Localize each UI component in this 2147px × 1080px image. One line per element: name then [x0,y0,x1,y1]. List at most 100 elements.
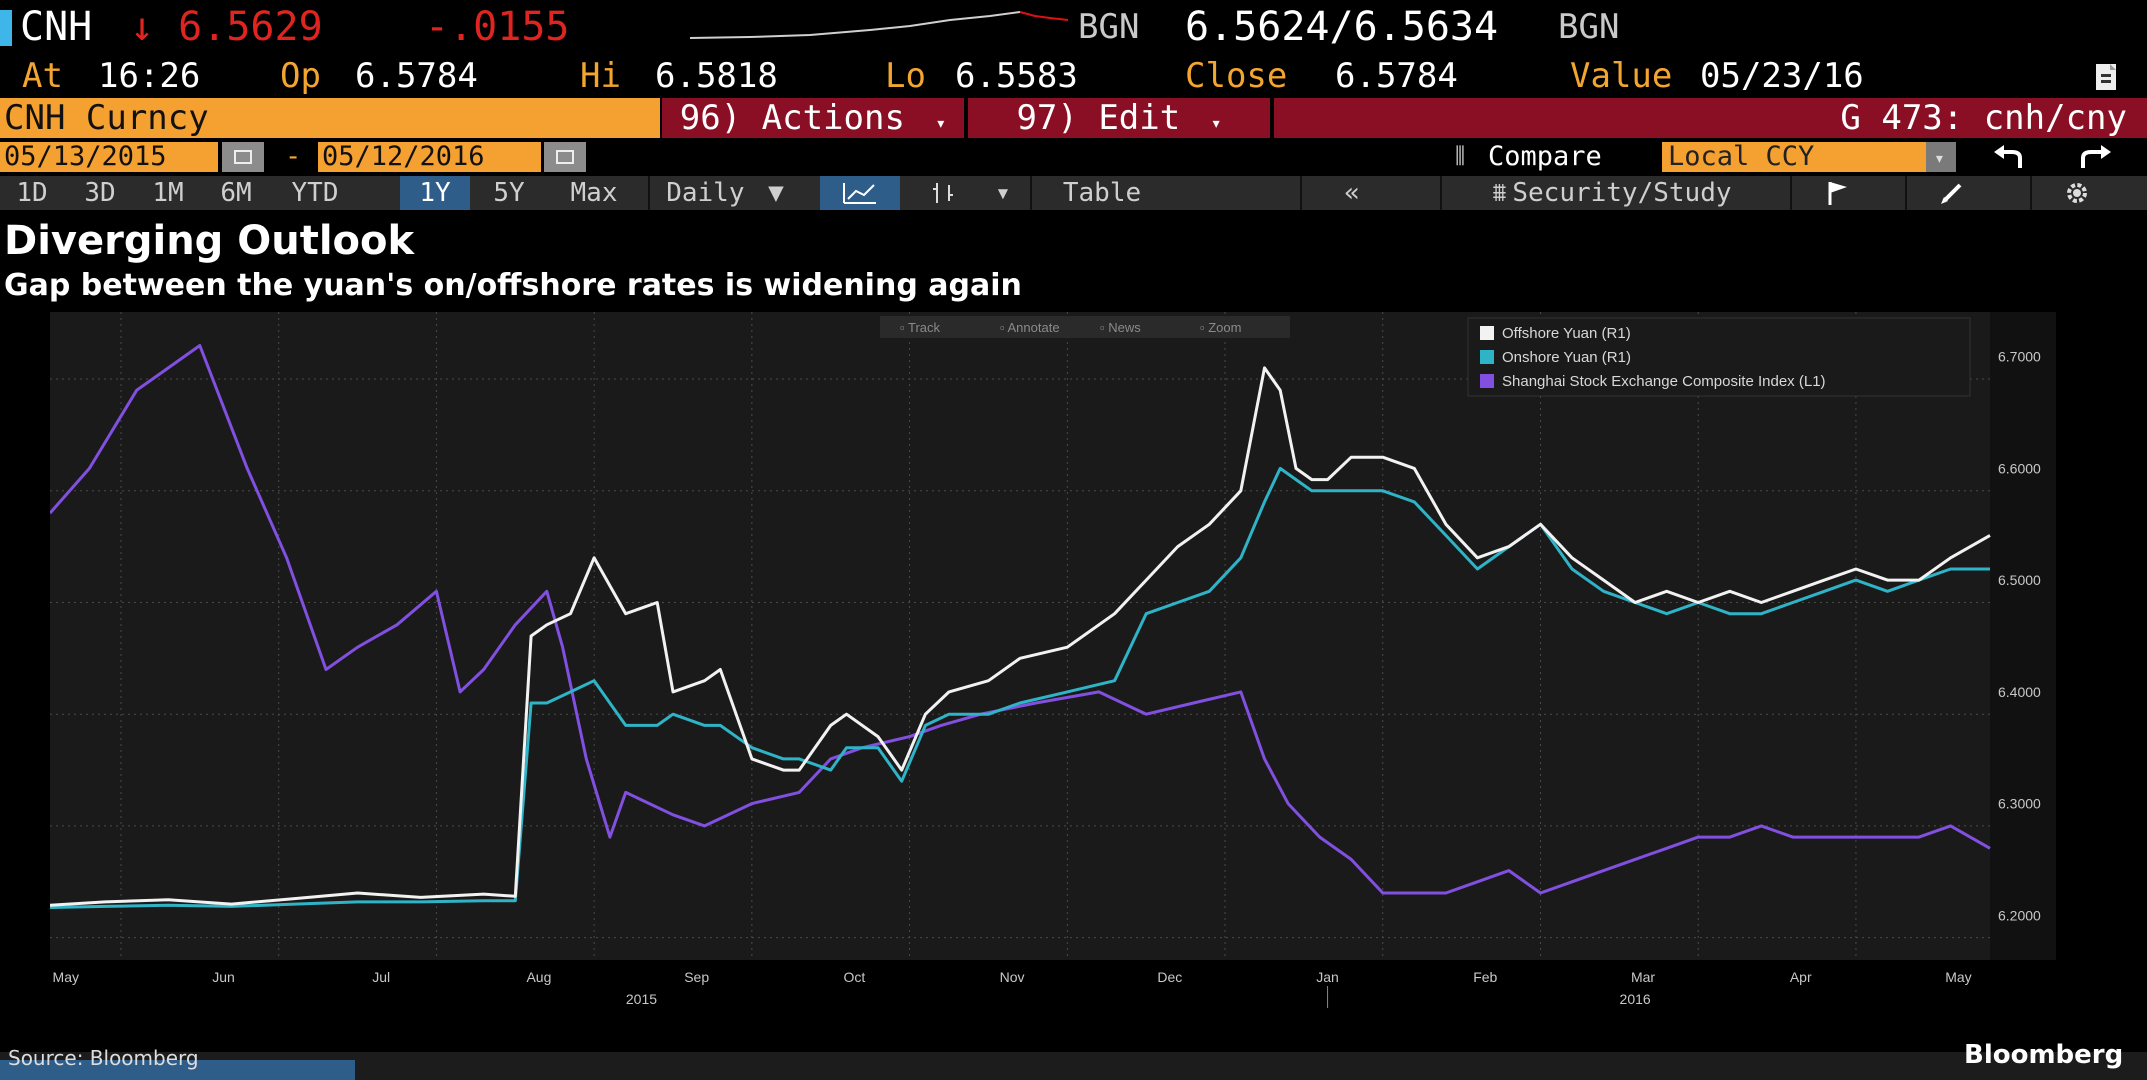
x-axis-tick-label: Nov [1000,969,1025,985]
period-max[interactable]: Max [570,178,618,208]
right-axis-tick-label: 6.4000 [1998,684,2041,700]
chart-title: Diverging Outlook [4,218,415,264]
plot-background [50,312,1990,960]
quote-line: CNH ↓ 6.5629 -.0155 BGN 6.5624/6.5634 BG… [0,0,2147,54]
range-dash: - [285,141,302,172]
x-axis-tick-label: Jul [372,969,390,985]
chart-tool-news[interactable]: ▫ News [1100,320,1141,335]
compare-select[interactable]: Local CCY [1662,142,1930,172]
chart-tools-bar: ▫ Track ▫ Annotate ▫ News ▫ Zoom [880,316,1290,338]
end-date: 05/12/2016 [322,141,485,172]
edit-label: 97) Edit [1016,98,1181,138]
security-field[interactable]: CNH Curncy [0,98,660,138]
start-date: 05/13/2015 [4,141,167,172]
frequency-label: Daily [666,178,745,208]
x-axis-tick-label: Sep [684,969,709,985]
period-6m[interactable]: 6M [220,178,252,208]
edit-menu[interactable]: 97) Edit ▾ [968,98,1270,138]
right-axis-background [1990,312,2056,960]
chart-tools-background [880,316,1290,338]
chart-tool-track[interactable]: ▫ Track [900,320,941,335]
chart-tool-annotate[interactable]: ▫ Annotate [1000,320,1060,335]
table-button[interactable]: Table [1030,176,1172,210]
brand-logo: Bloomberg [1964,1040,2124,1070]
annotation-pencil-icon[interactable] [1905,176,1997,210]
period-1m[interactable]: 1M [152,178,184,208]
period-1d[interactable]: 1D [16,178,48,208]
x-axis-tick-label: Aug [526,969,551,985]
x-axis-tick-label: Mar [1631,969,1655,985]
low-label: Lo [885,56,926,96]
compare-dropdown-icon[interactable]: ▾ [1926,142,1956,172]
x-axis-tick-label: Dec [1157,969,1182,985]
command-bar: CNH Curncy 96) Actions ▾ 97) Edit ▾ G 47… [0,98,2147,138]
collapse-button[interactable]: « [1300,176,1402,210]
right-axis-tick-label: 6.6000 [1998,460,2041,476]
bid-ask: 6.5624/6.5634 [1185,4,1499,50]
line-chart-icon[interactable] [820,176,900,210]
chart-toolbar: 1D 3D 1M 6M YTD 1Y 5Y Max Daily ▼ ▾ Tabl… [0,176,2147,210]
right-axis-tick-label: 6.3000 [1998,796,2041,812]
x-axis-year-label: 2016 [1620,991,1651,1007]
period-ytd[interactable]: YTD [291,178,339,208]
line-chart[interactable]: 2500300035004000450050006.20006.30006.40… [50,312,2056,1020]
series-line-offshore [50,366,1991,907]
security-study-label: Security/Study [1512,178,1732,208]
ticker: CNH [20,4,93,50]
open-label: Op [280,56,321,96]
period-1y[interactable]: 1Y [400,176,470,210]
actions-label: 96) Actions [679,98,905,138]
right-axis-tick-label: 6.2000 [1998,907,2041,923]
settings-gear-icon[interactable] [2030,176,2122,210]
start-date-field[interactable]: 05/13/2015 [0,142,218,172]
at-value: 16:26 [98,56,201,96]
high-value: 6.5818 [655,56,778,96]
frequency-select[interactable]: Daily ▼ [648,176,800,210]
x-axis-tick-label: Oct [843,969,865,985]
x-axis-tick-label: Jan [1316,969,1339,985]
end-calendar-icon[interactable] [544,142,586,172]
export-icon[interactable] [2090,60,2124,94]
chart-tool-zoom[interactable]: ▫ Zoom [1200,320,1241,335]
legend-label: Onshore Yuan (R1) [1502,349,1631,366]
legend-swatch [1480,350,1494,364]
footer-scroll-thumb[interactable] [0,1060,355,1080]
ticker-marker [0,10,12,46]
flag-icon[interactable] [1790,176,1882,210]
value-date: 05/23/16 [1700,56,1864,96]
chart-type-caret-icon[interactable]: ▾ [995,178,1011,208]
range-bar: 05/13/2015 - 05/12/2016 ⫼ Compare Local … [0,140,2147,174]
frequency-caret-icon: ▼ [768,178,784,208]
redo-icon[interactable] [2075,144,2115,172]
legend-swatch [1480,374,1494,388]
series-line-shanghai [50,344,1991,895]
legend-swatch [1480,326,1494,340]
x-axis-tick-label: May [53,969,79,985]
legend-label: Shanghai Stock Exchange Composite Index … [1502,373,1826,390]
function-field[interactable]: G 473: cnh/cny [1274,98,2147,138]
actions-menu[interactable]: 96) Actions ▾ [662,98,964,138]
compare-icon: ⫼ [1455,144,1466,169]
security-study-button[interactable]: ⩩ Security/Study [1440,176,1782,210]
close-label: Close [1185,56,1288,96]
bar-chart-icon[interactable] [905,176,985,210]
bid-source: BGN [1078,7,1140,47]
period-5y[interactable]: 5Y [493,178,525,208]
start-calendar-icon[interactable] [222,142,264,172]
series-line-onshore [50,466,1990,909]
security-name: CNH Curncy [4,98,209,138]
x-axis-tick-label: May [1945,969,1971,985]
function-code: G 473: cnh/cny [1840,98,2127,138]
source-note: Source: Bloomberg [8,1046,199,1070]
at-label: At [22,56,63,96]
value-label: Value [1570,56,1673,96]
period-3d[interactable]: 3D [84,178,116,208]
chart-area[interactable]: 2500300035004000450050006.20006.30006.40… [50,312,2056,1020]
study-icon: ⩩ [1492,178,1507,208]
compare-value: Local CCY [1668,141,1815,172]
ask-source: BGN [1558,7,1620,47]
undo-icon[interactable] [1990,144,2030,172]
right-axis-tick-label: 6.7000 [1998,349,2041,365]
end-date-field[interactable]: 05/12/2016 [318,142,541,172]
x-axis-year-label: 2015 [626,991,657,1007]
